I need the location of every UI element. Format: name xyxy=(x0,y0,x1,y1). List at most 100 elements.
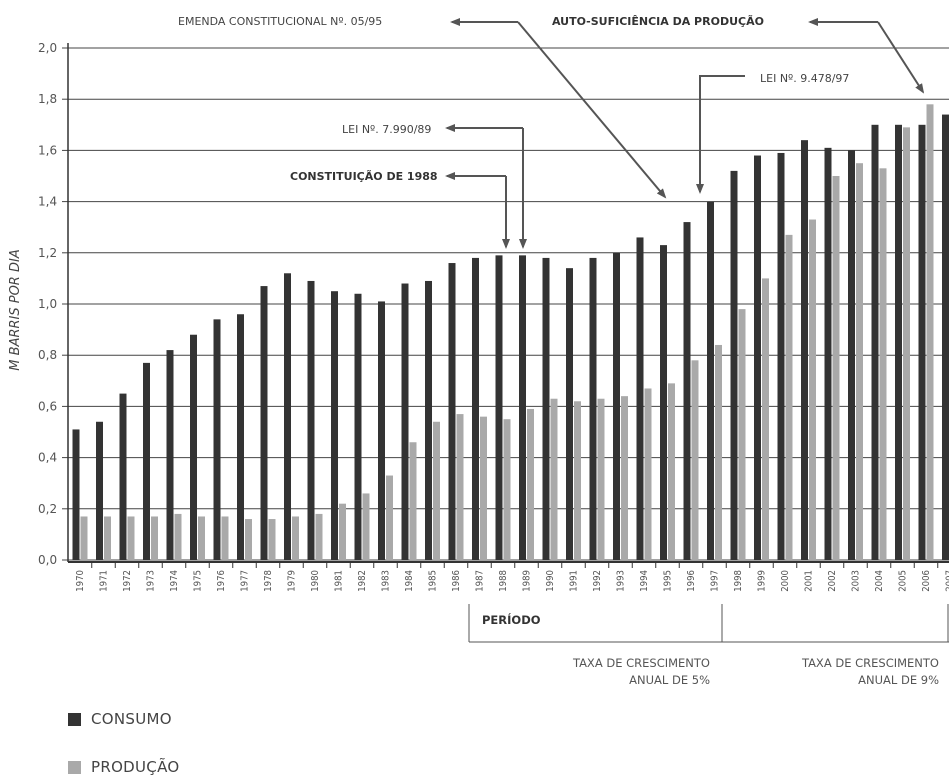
x-tick-label: 1972 xyxy=(122,570,133,592)
legend-item-consumo: CONSUMO xyxy=(68,710,172,728)
bar-producao xyxy=(245,519,252,560)
x-tick-label: 1982 xyxy=(357,570,368,592)
x-tick-label: 1998 xyxy=(733,570,744,592)
bar-consumo xyxy=(425,280,432,560)
arrow-emenda-bar xyxy=(517,21,667,199)
x-tick-label: 2002 xyxy=(827,570,838,592)
x-tick-label: 1977 xyxy=(240,570,251,592)
x-tick-label: 1976 xyxy=(216,570,227,592)
bar-producao xyxy=(151,516,158,560)
bar-producao xyxy=(503,419,511,560)
bar-consumo xyxy=(401,283,409,560)
x-tick-label: 1996 xyxy=(686,570,697,592)
annotation-constituicao: CONSTITUIÇÃO DE 1988 xyxy=(290,170,438,183)
x-tick-label: 1984 xyxy=(404,570,415,592)
x-axis: 1970 1971 1972 1973 1974 1975 1976 1977 1978 1979… xyxy=(67,43,949,592)
bar-producao xyxy=(456,414,464,560)
annotation-lei-9478: LEI Nº. 9.478/97 xyxy=(760,72,849,85)
bar-producao xyxy=(621,396,628,560)
bar-producao xyxy=(198,516,205,560)
period-rate-1-line1: TAXA DE CRESCIMENTO xyxy=(572,656,710,670)
bar-producao xyxy=(785,234,793,560)
bar-consumo xyxy=(707,201,714,560)
x-tick-label: 1989 xyxy=(522,570,533,592)
legend-item-producao: PRODUÇÃO xyxy=(68,758,179,776)
bar-producao xyxy=(127,516,135,560)
bar-consumo xyxy=(119,393,127,560)
legend-swatch-consumo xyxy=(68,712,81,726)
x-tick-label: 1997 xyxy=(710,570,721,592)
bar-producao xyxy=(644,388,652,560)
bar-producao xyxy=(550,398,558,560)
bar-producao xyxy=(926,104,934,560)
bar-consumo xyxy=(777,152,785,560)
period-rate-2-line1: TAXA DE CRESCIMENTO xyxy=(801,656,939,670)
arrow-lei-9478 xyxy=(696,75,745,194)
period-rate-2-line2: ANUAL DE 9% xyxy=(858,673,939,687)
bar-producao xyxy=(174,513,182,560)
bar-consumo xyxy=(495,255,503,561)
y-tick-label: 2,0 xyxy=(38,41,57,55)
bar-consumo xyxy=(354,293,362,560)
bar-consumo xyxy=(801,140,808,560)
bar-consumo xyxy=(72,429,80,560)
x-tick-label: 1988 xyxy=(498,570,509,592)
bar-consumo xyxy=(566,268,573,560)
x-tick-label: 2007 xyxy=(945,570,949,592)
y-tick-label: 0,2 xyxy=(38,502,57,516)
bar-consumo xyxy=(284,273,291,560)
y-tick-label: 1,8 xyxy=(38,92,57,106)
x-tick-label: 1981 xyxy=(334,570,345,592)
y-tick-label: 0,0 xyxy=(38,553,57,567)
bar-consumo xyxy=(730,170,738,560)
bar-producao xyxy=(292,516,299,560)
bar-producao xyxy=(597,398,605,560)
bar-consumo xyxy=(613,252,620,561)
y-axis-label: M BARRIS POR DIA xyxy=(8,249,23,370)
period-brackets: PERÍODO TAXA DE CRESCIMENTO ANUAL DE 5% … xyxy=(468,604,949,687)
bar-consumo xyxy=(754,155,761,560)
bar-consumo xyxy=(519,255,526,561)
x-tick-label: 1979 xyxy=(287,570,298,592)
bar-consumo xyxy=(824,147,832,560)
bar-producao xyxy=(221,516,229,560)
y-tick-label: 1,2 xyxy=(38,246,57,260)
annotations: EMENDA CONSTITUCIONAL Nº. 05/95 AUTO-SUF… xyxy=(178,15,925,249)
bar-consumo xyxy=(918,124,926,561)
x-tick-label: 1974 xyxy=(169,570,180,592)
x-tick-label: 2004 xyxy=(874,570,885,592)
bar-consumo xyxy=(871,124,879,561)
legend-label-producao: PRODUÇÃO xyxy=(91,758,180,776)
x-tick-label: 1995 xyxy=(663,570,674,592)
bar-producao xyxy=(315,513,323,560)
y-tick-label: 0,4 xyxy=(38,451,57,465)
x-tick-label: 2001 xyxy=(804,570,815,592)
x-tick-label: 1990 xyxy=(545,570,556,592)
x-tick-label: 1973 xyxy=(146,570,157,592)
y-tick-label: 0,6 xyxy=(38,399,57,413)
bar-producao xyxy=(691,360,699,560)
bar-consumo xyxy=(660,245,667,560)
bar-producao xyxy=(762,278,769,560)
bar-consumo xyxy=(589,257,597,560)
bar-producao xyxy=(738,309,746,560)
bar-producao xyxy=(903,127,910,561)
x-tick-label: 1978 xyxy=(263,570,274,592)
annotation-auto-suficiencia: AUTO-SUFICIÊNCIA DA PRODUÇÃO xyxy=(552,15,764,28)
y-tick-label: 1,6 xyxy=(38,143,57,157)
x-tick-label: 1992 xyxy=(592,570,603,592)
annotation-emenda: EMENDA CONSTITUCIONAL Nº. 05/95 xyxy=(178,15,382,28)
x-tick-label: 2005 xyxy=(898,570,909,592)
bar-producao xyxy=(362,493,370,560)
bar-producao xyxy=(386,475,393,560)
bar-consumo xyxy=(542,257,550,560)
bar-consumo xyxy=(237,314,244,560)
bar-producao xyxy=(832,176,840,560)
x-tick-label: 1985 xyxy=(428,570,439,592)
x-tick-label: 1999 xyxy=(757,570,768,592)
bar-producao xyxy=(480,416,487,560)
y-tick-label: 0,8 xyxy=(38,348,57,362)
bar-producao xyxy=(104,516,111,560)
bar-consumo xyxy=(166,350,174,560)
